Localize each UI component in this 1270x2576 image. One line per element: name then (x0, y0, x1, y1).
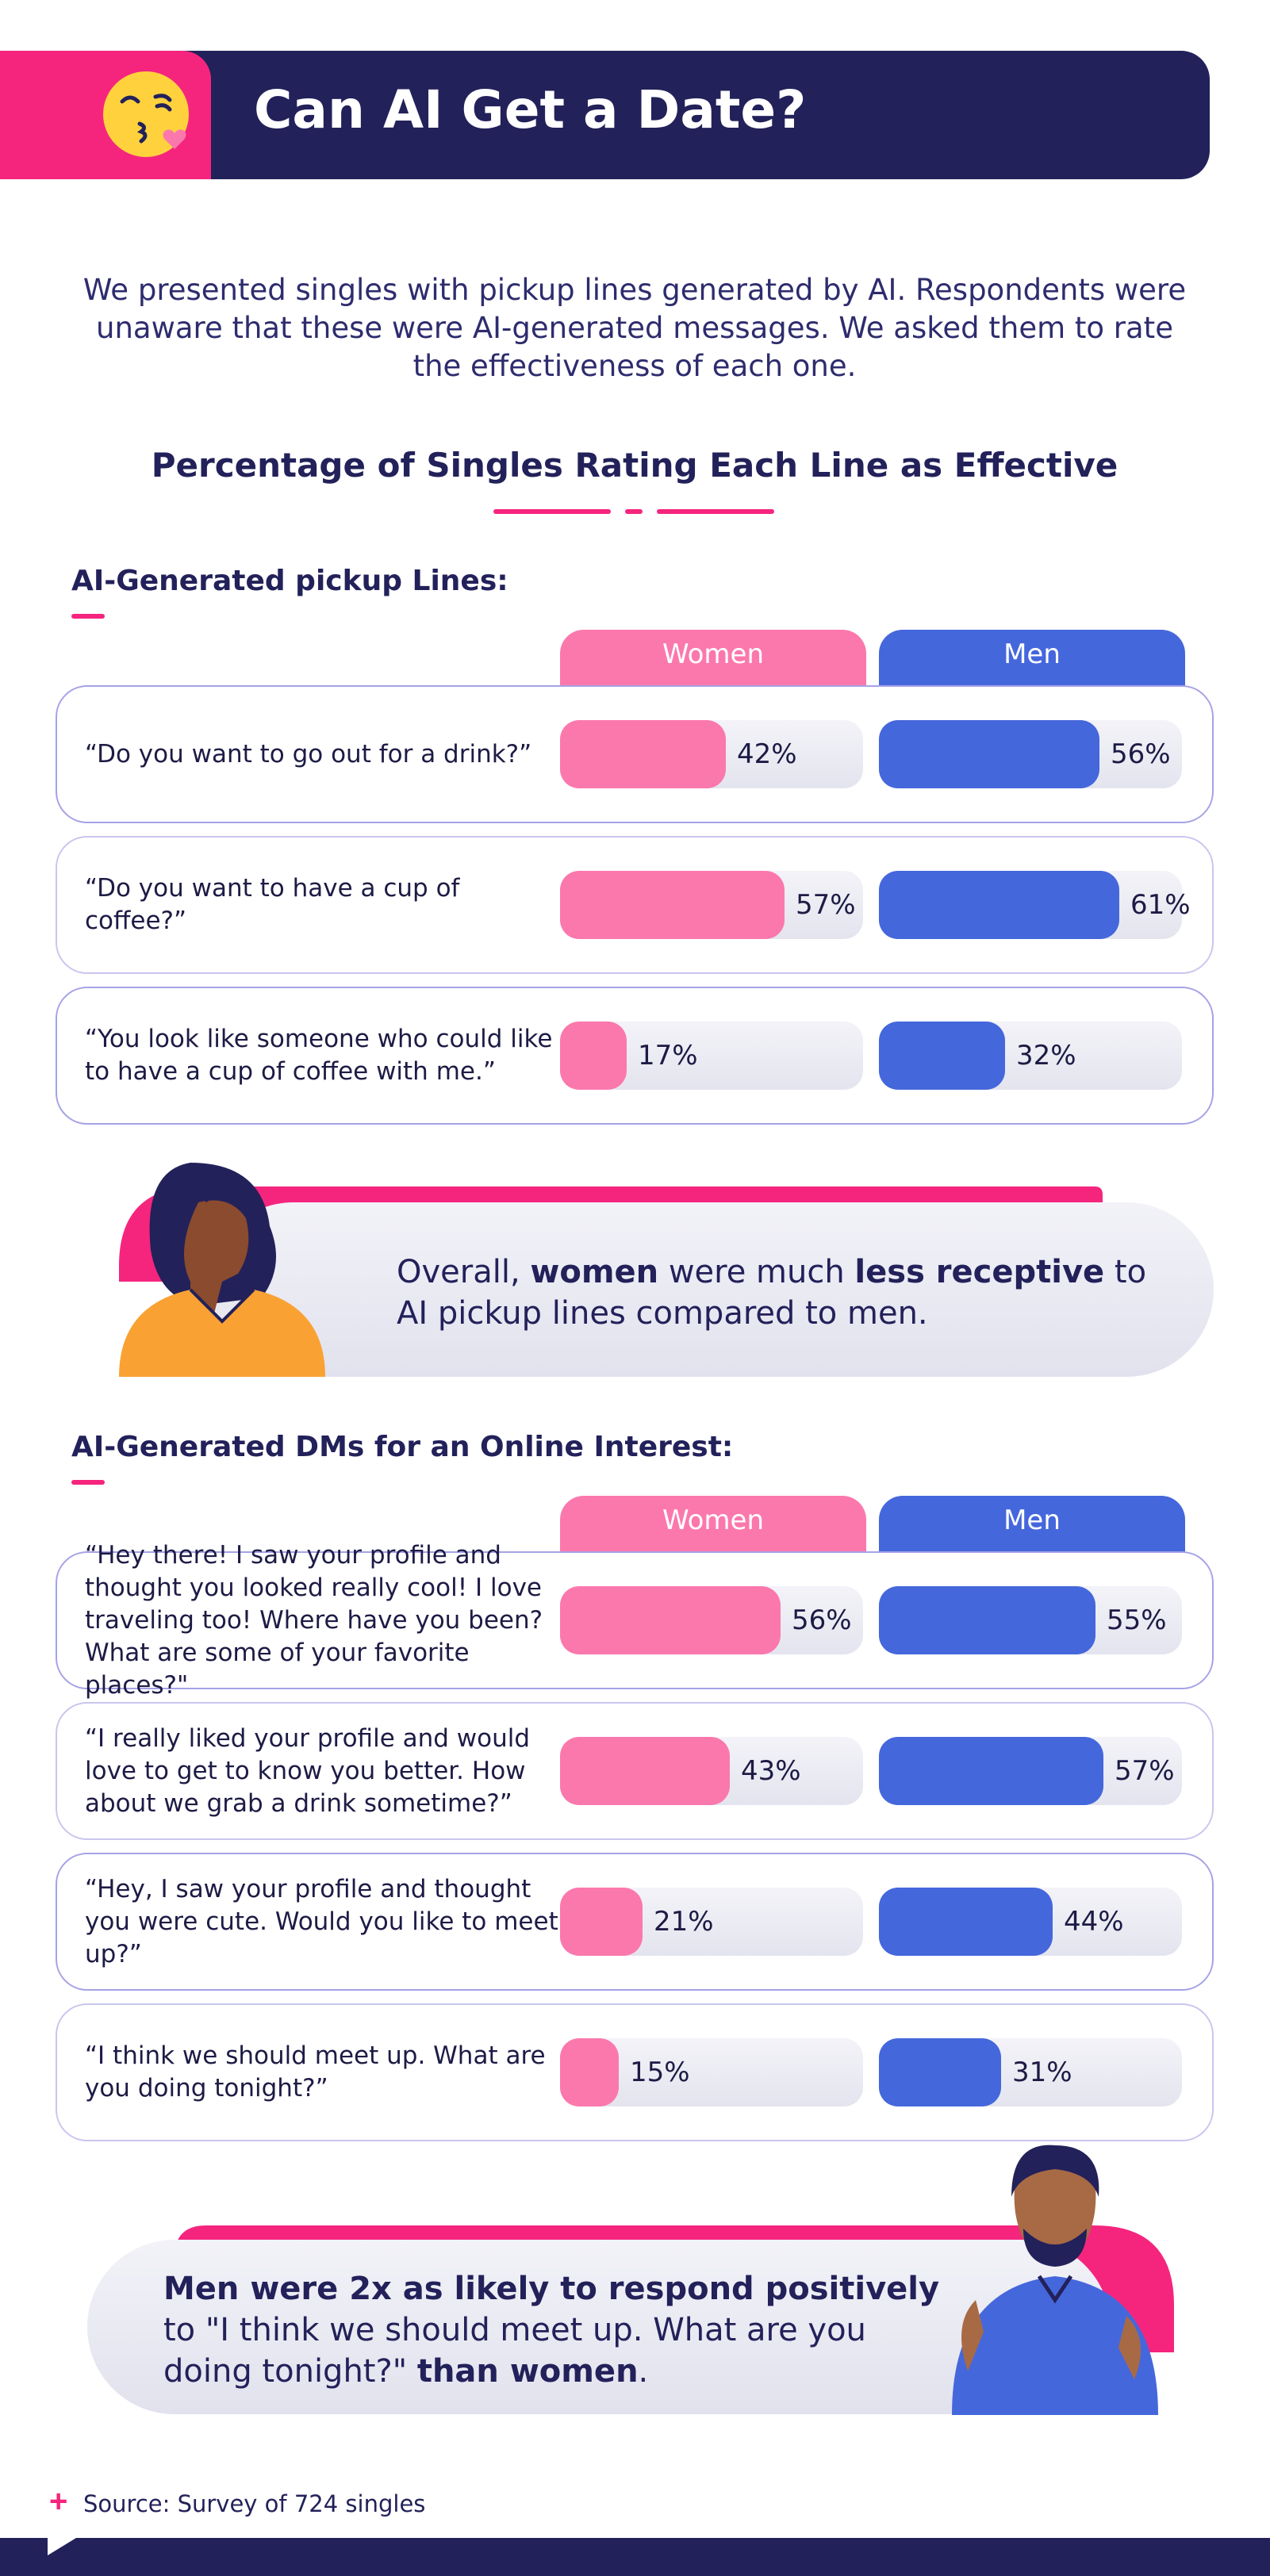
men-bar-track: 56% (879, 720, 1182, 788)
callout-box-men (87, 2240, 1111, 2414)
row-label: “Hey there! I saw your profile and thoug… (85, 1540, 543, 1700)
men-bar (879, 1586, 1095, 1654)
men-data-label: 32% (1016, 1040, 1076, 1071)
section-title-dms: AI-Generated DMs for an Online Interest: (71, 1431, 734, 1463)
men-data-label: 56% (1111, 738, 1171, 770)
women-bar-track: 17% (560, 1022, 863, 1090)
women-bar-track: 43% (560, 1737, 863, 1805)
men-data-label: 31% (1012, 2057, 1072, 2088)
women-data-label: 43% (741, 1755, 801, 1787)
men-bar-track: 57% (879, 1737, 1182, 1805)
chart-title: Percentage of Singles Rating Each Line a… (151, 446, 1118, 485)
dot-3 (78, 196, 90, 208)
women-bar (560, 1586, 781, 1654)
row-label: “I think we should meet up. What are you… (85, 2041, 546, 2103)
men-data-label: 57% (1115, 1755, 1175, 1787)
callout-text-men: Men were 2x as likely to respond positiv… (163, 2271, 940, 2390)
women-bar-track: 56% (560, 1586, 863, 1654)
plus-icon: + (49, 2484, 68, 2519)
man-illustration (952, 2145, 1158, 2415)
section-mark-pickup (71, 614, 105, 619)
title-underline-right (657, 509, 774, 514)
men-bar (879, 2038, 1001, 2106)
women-data-label: 57% (796, 889, 856, 921)
dot-1 (30, 196, 42, 208)
title-underline-left (493, 509, 611, 514)
women-bar (560, 871, 785, 939)
men-bar (879, 720, 1099, 788)
women-data-label: 17% (638, 1040, 698, 1071)
page-title: Can AI Get a Date? (254, 79, 807, 140)
source-note: Source: Survey of 724 singles (83, 2490, 426, 2517)
callout-text-women: Overall, women were much less receptive … (397, 1254, 1147, 1332)
row-label: “Do you want to go out for a drink?” (85, 739, 532, 769)
footer-notch-icon (48, 2538, 76, 2555)
women-bar (560, 1022, 627, 1090)
title-underline-mid (625, 509, 643, 514)
men-data-label: 44% (1064, 1906, 1124, 1938)
men-bar-track: 31% (879, 2038, 1182, 2106)
women-data-label: 15% (630, 2057, 690, 2088)
column-header-women: Women (560, 630, 866, 688)
men-data-label: 61% (1130, 889, 1191, 921)
header-accent (0, 51, 211, 208)
dot-2 (54, 196, 66, 208)
row-label: “You look like someone who could like to… (85, 1025, 553, 1086)
men-bar (879, 1737, 1103, 1805)
column-header-women-2: Women (560, 1496, 866, 1554)
intro-text: We presented singles with pickup lines g… (82, 273, 1187, 383)
men-bar (879, 1888, 1053, 1956)
callout-box-women (206, 1202, 1214, 1377)
women-bar (560, 1737, 730, 1805)
men-data-label: 55% (1107, 1604, 1167, 1636)
woman-illustration (119, 1163, 325, 1377)
women-bar (560, 1888, 643, 1956)
men-bar (879, 871, 1119, 939)
women-bar (560, 720, 726, 788)
women-bar (560, 2038, 619, 2106)
section-title-pickup: AI-Generated pickup Lines: (71, 565, 508, 597)
column-header-men-2: Men (879, 1496, 1185, 1554)
footer-bar (0, 2538, 1270, 2576)
column-header-men: Men (879, 630, 1185, 688)
women-bar-track: 57% (560, 871, 863, 939)
women-bar-track: 15% (560, 2038, 863, 2106)
men-bar-track: 61% (879, 871, 1191, 939)
men-bar (879, 1022, 1005, 1090)
men-bar-track: 55% (879, 1586, 1182, 1654)
women-bar-track: 42% (560, 720, 863, 788)
men-bar-track: 44% (879, 1888, 1182, 1956)
section-mark-dms (71, 1480, 105, 1485)
women-bar-track: 21% (560, 1888, 863, 1956)
row-label: “Hey, I saw your profile and thought you… (85, 1874, 558, 1968)
men-bar-track: 32% (879, 1022, 1182, 1090)
women-data-label: 21% (654, 1906, 714, 1938)
row-label: “I really liked your profile and would l… (85, 1723, 531, 1818)
women-data-label: 56% (792, 1604, 852, 1636)
women-data-label: 42% (737, 738, 797, 770)
row-label: “Do you want to have a cup of coffee?” (85, 874, 460, 935)
kiss-emoji-icon (103, 71, 189, 157)
